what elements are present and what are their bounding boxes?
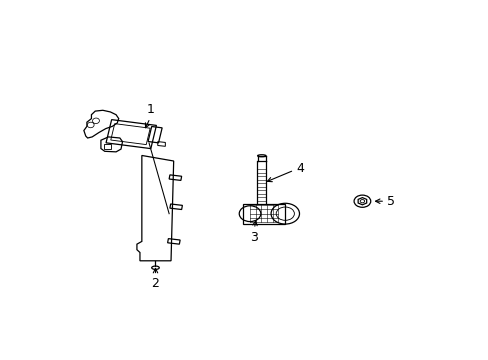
Text: 2: 2	[151, 278, 159, 291]
Text: 5: 5	[386, 195, 394, 208]
Text: 3: 3	[250, 231, 258, 244]
Text: 1: 1	[146, 103, 154, 116]
Text: 4: 4	[296, 162, 304, 175]
